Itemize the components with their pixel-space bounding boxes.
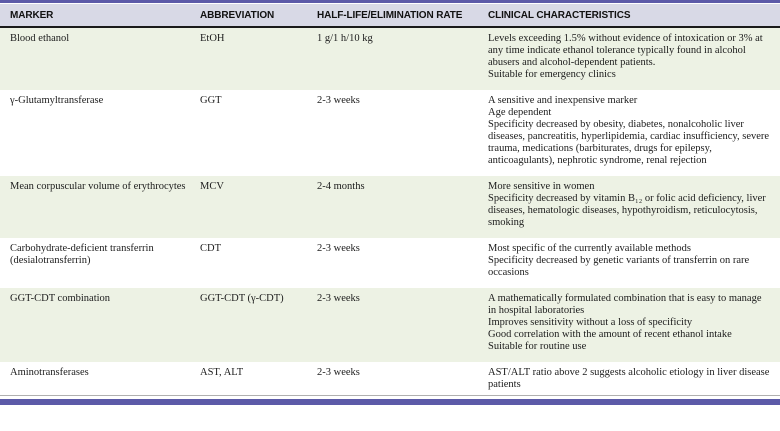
characteristic-line: More sensitive in women <box>488 181 595 192</box>
table-row: Mean corpuscular volume of erythrocytes … <box>0 176 780 238</box>
characteristic-line: Most specific of the currently available… <box>488 243 691 254</box>
characteristics-cell: A mathematically formulated combination … <box>488 288 780 362</box>
alcohol-markers-table: MARKER ABBREVIATION HALF-LIFE/ELIMINATIO… <box>0 4 780 396</box>
marker-cell: GGT-CDT combination <box>10 293 111 304</box>
abbreviation-cell: AST, ALT <box>200 362 317 396</box>
characteristic-line: Specificity decreased by obesity, diabet… <box>488 119 770 166</box>
half-life-cell: 1 g/1 h/10 kg <box>317 33 373 44</box>
abbreviation-cell: CDT <box>200 243 221 254</box>
characteristics-cell: Levels exceeding 1.5% without evidence o… <box>488 27 780 90</box>
table-body: Blood ethanol EtOH 1 g/1 h/10 kg Levels … <box>0 27 780 396</box>
characteristic-line: Age dependent <box>488 107 552 118</box>
abbreviation-cell: GGT-CDT (γ-CDT) <box>200 293 284 304</box>
abbreviation-cell: MCV <box>200 181 224 192</box>
characteristics-cell: Most specific of the currently available… <box>488 238 780 288</box>
characteristics-cell: A sensitive and inexpensive marker Age de… <box>488 90 780 176</box>
table-row: GGT-CDT combination GGT-CDT (γ-CDT) 2-3 … <box>0 288 780 362</box>
characteristic-line: A mathematically formulated combination … <box>488 293 762 316</box>
abbreviation-cell: EtOH <box>200 33 225 44</box>
marker-cell: Carbohydrate-deficient transferrin (desi… <box>10 243 154 266</box>
bottom-accent-bar <box>0 399 780 405</box>
half-life-cell: 2-3 weeks <box>317 293 360 304</box>
characteristic-line: Specificity decreased by genetic variant… <box>488 255 750 278</box>
marker-cell: Blood ethanol <box>10 33 70 44</box>
characteristic-line: A sensitive and inexpensive marker <box>488 95 638 106</box>
half-life-cell: 2-3 weeks <box>317 95 360 106</box>
characteristics-cell: More sensitive in women Specificity decre… <box>488 176 780 238</box>
half-life-cell: 2-4 months <box>317 181 365 192</box>
marker-cell: Mean corpuscular volume of erythrocytes <box>10 181 186 192</box>
marker-cell: γ-Glutamyltransferase <box>10 95 104 106</box>
characteristic-line: AST/ALT ratio above 2 suggests alcoholic… <box>488 367 770 390</box>
top-accent-bar <box>0 0 780 3</box>
half-life-cell: 2-3 weeks <box>317 362 488 396</box>
column-header-abbreviation: ABBREVIATION <box>200 4 317 28</box>
column-header-half-life: HALF-LIFE/ELIMINATION RATE <box>317 4 488 28</box>
table-row: Aminotransferases AST, ALT 2-3 weeks AST… <box>0 362 780 396</box>
characteristic-line: Specificity decreased by vitamin B₁₂ or … <box>488 193 766 228</box>
characteristics-cell: AST/ALT ratio above 2 suggests alcoholic… <box>488 362 780 396</box>
characteristic-line: Improves sensitivity without a loss of s… <box>488 317 693 328</box>
table-row: Carbohydrate-deficient transferrin (desi… <box>0 238 780 288</box>
marker-cell: Aminotransferases <box>0 362 200 396</box>
characteristic-line: Levels exceeding 1.5% without evidence o… <box>488 33 763 68</box>
characteristic-line: Suitable for routine use <box>488 341 587 352</box>
characteristic-line: Good correlation with the amount of rece… <box>488 329 732 340</box>
column-header-clinical-characteristics: CLINICAL CHARACTERISTICS <box>488 4 780 28</box>
column-header-marker: MARKER <box>0 4 200 28</box>
header-row: MARKER ABBREVIATION HALF-LIFE/ELIMINATIO… <box>0 4 780 28</box>
table-header: MARKER ABBREVIATION HALF-LIFE/ELIMINATIO… <box>0 4 780 28</box>
characteristic-line: Suitable for emergency clinics <box>488 69 616 80</box>
abbreviation-cell: GGT <box>200 95 222 106</box>
half-life-cell: 2-3 weeks <box>317 243 360 254</box>
table-row: γ-Glutamyltransferase GGT 2-3 weeks A se… <box>0 90 780 176</box>
table-row: Blood ethanol EtOH 1 g/1 h/10 kg Levels … <box>0 27 780 90</box>
